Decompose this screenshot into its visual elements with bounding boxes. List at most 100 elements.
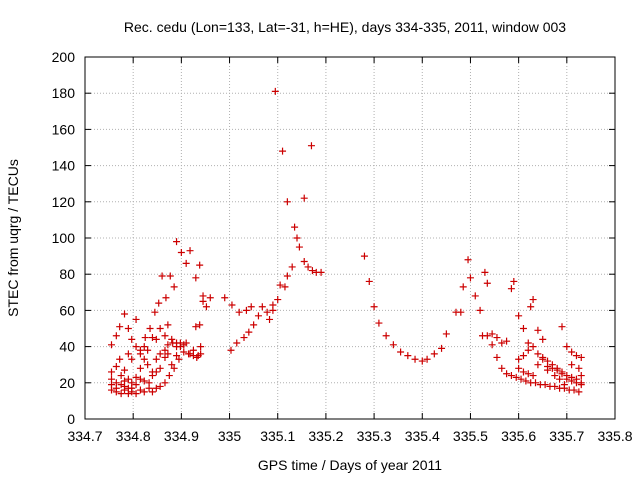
data-point	[307, 142, 315, 150]
data-point	[534, 361, 542, 369]
data-point	[466, 274, 474, 282]
y-axis-label: STEC from uqrg / TECUs	[5, 159, 21, 317]
data-point	[166, 272, 174, 280]
data-point	[108, 368, 115, 376]
data-point	[117, 381, 125, 389]
data-point	[132, 315, 140, 323]
data-point	[173, 339, 181, 347]
data-point	[151, 308, 159, 316]
data-point	[182, 339, 190, 347]
data-point	[577, 372, 585, 380]
x-tick-label: 335.4	[405, 428, 440, 444]
data-point	[304, 263, 312, 271]
data-point	[156, 364, 164, 372]
data-point	[515, 312, 523, 320]
data-point	[568, 373, 576, 381]
data-point	[112, 332, 120, 340]
data-point	[551, 372, 559, 380]
data-point	[121, 310, 129, 318]
data-point	[553, 366, 561, 374]
chart-title: Rec. cedu (Lon=133, Lat=-31, h=HE), days…	[124, 19, 566, 35]
data-point	[228, 301, 236, 309]
data-point	[136, 375, 144, 383]
data-point	[247, 303, 255, 311]
data-point	[558, 368, 566, 376]
y-tick-label: 0	[67, 411, 75, 427]
data-point	[551, 382, 559, 390]
data-point	[283, 198, 291, 206]
data-point	[182, 259, 190, 267]
data-point	[146, 325, 154, 332]
data-point	[539, 335, 547, 343]
data-point	[442, 330, 450, 338]
data-point	[295, 243, 303, 251]
data-point	[288, 263, 296, 271]
data-point	[560, 381, 568, 389]
data-point	[510, 277, 518, 285]
data-point	[124, 390, 132, 398]
y-tick-label: 180	[52, 85, 76, 101]
y-tick-label: 80	[59, 266, 75, 282]
data-point	[476, 306, 484, 314]
x-tick-label: 334.7	[67, 428, 102, 444]
data-point	[493, 334, 501, 342]
data-point	[507, 372, 515, 380]
data-point	[483, 332, 491, 340]
data-point	[165, 372, 173, 380]
grid-lines	[85, 57, 615, 419]
data-point	[250, 321, 258, 329]
data-point	[575, 388, 583, 396]
data-point	[112, 388, 120, 396]
x-tick-label: 334.9	[164, 428, 199, 444]
data-points	[108, 87, 585, 398]
data-point	[389, 341, 397, 349]
data-point	[192, 274, 200, 282]
y-tick-label: 200	[52, 49, 76, 65]
y-tick-label: 120	[52, 194, 76, 210]
data-point	[570, 386, 578, 394]
data-point	[242, 306, 250, 314]
data-point	[144, 346, 152, 354]
data-point	[128, 335, 136, 343]
data-point	[291, 223, 299, 231]
data-point	[558, 323, 566, 331]
data-point	[493, 353, 501, 361]
data-point	[156, 382, 164, 390]
data-point	[152, 335, 160, 343]
data-point	[136, 364, 144, 372]
data-point	[162, 294, 170, 302]
data-point	[411, 355, 419, 363]
data-point	[534, 326, 542, 334]
data-point	[132, 343, 140, 351]
data-point	[529, 296, 537, 304]
data-point	[116, 355, 124, 363]
data-point	[192, 323, 200, 331]
data-point	[568, 361, 576, 369]
data-point	[529, 343, 537, 351]
data-point	[145, 384, 153, 392]
data-point	[180, 348, 188, 356]
data-point	[136, 350, 144, 358]
data-point	[161, 346, 169, 354]
data-point	[173, 238, 181, 246]
data-point	[382, 332, 390, 340]
data-point	[193, 353, 201, 361]
data-point	[308, 267, 316, 275]
data-point	[197, 350, 205, 358]
data-point	[156, 350, 164, 358]
data-point	[430, 350, 438, 358]
data-point	[293, 234, 301, 242]
data-point	[529, 372, 537, 380]
data-point	[185, 350, 193, 358]
data-point	[370, 303, 378, 311]
data-point	[161, 379, 169, 387]
data-point	[155, 299, 163, 307]
data-point	[503, 370, 511, 378]
y-tick-label: 140	[52, 158, 76, 174]
y-tick-label: 20	[59, 375, 75, 391]
data-point	[136, 386, 144, 394]
data-point	[575, 364, 583, 372]
data-point	[152, 368, 160, 376]
data-point	[281, 283, 289, 291]
